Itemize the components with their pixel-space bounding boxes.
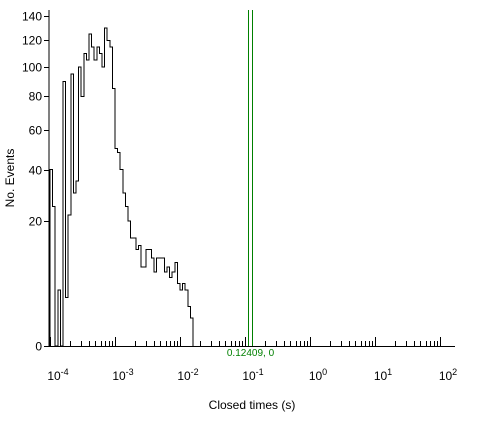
cursor-label: 0.12409, 0: [227, 348, 275, 359]
x-tick-label: 10-3: [112, 367, 133, 383]
histogram-bin: [144, 267, 147, 346]
histogram-bin: [136, 249, 139, 346]
histogram-bin: [105, 28, 108, 346]
x-tick-label: 10-2: [177, 367, 198, 383]
histogram-bin: [97, 47, 100, 346]
y-axis-title: No. Events: [3, 149, 17, 208]
histogram-bin: [66, 298, 69, 346]
y-tick-label: 140: [22, 10, 42, 24]
x-tick-label: 10-4: [47, 367, 68, 383]
histogram-bin: [81, 96, 84, 346]
histogram-bin: [159, 258, 162, 346]
x-tick-label: 10-1: [242, 367, 263, 383]
histogram-bin: [94, 60, 97, 346]
histogram-bin: [149, 249, 152, 346]
x-tick-label: 101: [374, 367, 392, 383]
histogram-bin: [118, 153, 121, 346]
histogram-bin: [172, 272, 175, 346]
histogram-bin: [110, 47, 113, 346]
histogram-bin: [86, 60, 89, 346]
histogram-bin: [170, 278, 173, 346]
histogram-bin: [107, 40, 110, 346]
x-axis-title: Closed times (s): [209, 398, 296, 412]
histogram-bin: [115, 149, 118, 346]
histogram-bin: [73, 193, 76, 346]
histogram-bin: [92, 47, 95, 346]
histogram-bin: [177, 284, 180, 346]
histogram-bin: [154, 272, 157, 346]
y-tick-label: 60: [29, 124, 43, 138]
histogram-bin: [167, 267, 170, 346]
histogram-series: [49, 27, 194, 347]
y-tick-label: 40: [29, 164, 43, 178]
histogram-bin: [120, 170, 123, 346]
x-axis: 10-4 10-3 10-2 10-1 100 101 102: [47, 337, 457, 383]
x-tick-label: 102: [439, 367, 457, 383]
histogram-bin: [125, 206, 128, 346]
histogram-bin: [183, 284, 186, 346]
histogram-bin: [123, 193, 126, 346]
histogram-bin: [89, 34, 92, 346]
histogram-bin: [99, 53, 102, 346]
histogram-bin: [133, 238, 136, 346]
histogram-bin: [102, 67, 105, 346]
cursor[interactable]: 0.12409, 0: [227, 10, 275, 359]
histogram-outline: [49, 27, 194, 347]
y-tick-label: 20: [29, 215, 43, 229]
y-tick-label: 0: [35, 340, 42, 354]
histogram-bin: [131, 238, 134, 346]
y-tick-label: 120: [22, 34, 42, 48]
x-tick-label: 100: [309, 367, 327, 383]
y-axis: 0 20 40 60 80 100 120 140: [22, 10, 50, 354]
histogram-bin: [141, 267, 144, 346]
y-tick-label: 80: [29, 90, 43, 104]
histogram-bin: [76, 181, 79, 346]
y-tick-label: 100: [22, 61, 42, 75]
histogram-bin: [84, 53, 87, 346]
histogram-bin: [128, 221, 131, 346]
histogram-bin: [164, 272, 167, 346]
